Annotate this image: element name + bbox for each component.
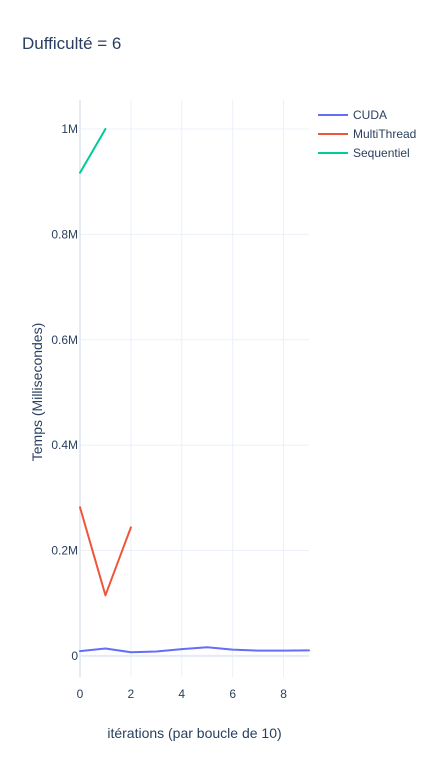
x-tick-label: 0 [77,687,84,701]
y-axis-ticks: 0 0.2M 0.4M 0.6M 0.8M 1M [51,122,78,663]
legend-label: CUDA [353,108,387,122]
series-line-sequentiel [79,127,107,174]
series-line-multithread [79,506,132,597]
y-tick-label: 0.4M [51,438,78,452]
legend-label: Sequentiel [353,146,410,160]
x-tick-label: 8 [280,687,287,701]
legend-label: MultiThread [353,127,416,141]
x-axis-title: itérations (par boucle de 10) [107,725,281,741]
y-tick-label: 0 [71,649,78,663]
x-tick-label: 4 [178,687,185,701]
x-tick-label: 6 [229,687,236,701]
legend: CUDA MultiThread Sequentiel [318,108,416,160]
y-tick-label: 0.6M [51,333,78,347]
chart-title: Dufficulté = 6 [22,34,121,53]
y-tick-label: 0.2M [51,544,78,558]
grid-lines [79,100,309,677]
y-tick-label: 0.8M [51,227,78,241]
y-axis-title: Temps (Millisecondes) [29,323,45,461]
series-line-cuda [79,646,310,654]
x-axis-ticks: 0 2 4 6 8 [77,687,288,701]
x-tick-label: 2 [128,687,135,701]
y-tick-label: 1M [61,122,78,136]
series-lines [79,127,310,654]
